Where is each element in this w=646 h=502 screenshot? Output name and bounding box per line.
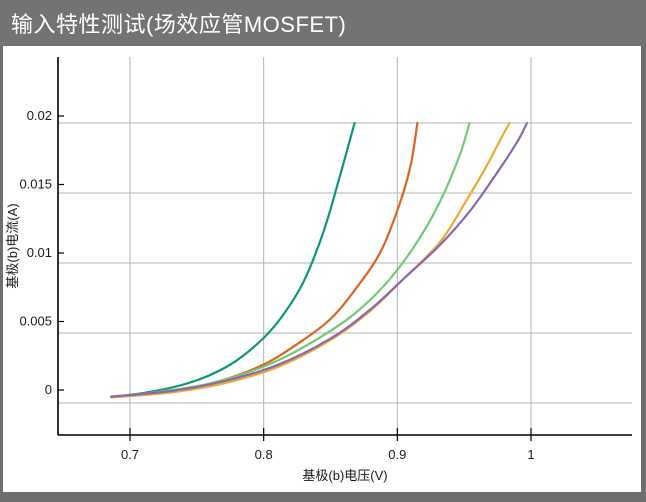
curve-1-teal	[110, 121, 356, 398]
curve-5-purple	[110, 121, 529, 398]
curve-2-orange	[110, 121, 419, 399]
y-axis-title: 基极(b)电流(A)	[5, 203, 20, 288]
y-tick-label: 0.015	[19, 177, 52, 192]
x-tick-label: 0.7	[121, 447, 139, 462]
curve-3-green	[110, 121, 471, 398]
y-tick-label: 0.005	[19, 314, 52, 329]
y-tick-label: 0.02	[27, 108, 52, 123]
x-axis-title: 基极(b)电压(V)	[302, 468, 387, 483]
window-title: 输入特性测试(场效应管MOSFET)	[11, 12, 347, 37]
x-tick-label: 0.8	[255, 447, 273, 462]
mosfet-input-characteristic-chart: 0.7 0.8 0.9 1 0 0.005 0.01 0.015 0.02 基极(b)电压(V) 基…	[5, 57, 632, 483]
chart-panel: 0.7 0.8 0.9 1 0 0.005 0.01 0.015 0.02 基极(b)电压(V) 基…	[3, 46, 641, 492]
x-tick-label: 0.9	[388, 447, 406, 462]
curve-4-amber	[110, 121, 511, 399]
x-tick-label: 1	[527, 447, 534, 462]
title-bar: 输入特性测试(场效应管MOSFET)	[0, 0, 646, 46]
y-tick-label: 0	[45, 382, 52, 397]
y-tick-label: 0.01	[27, 245, 52, 260]
